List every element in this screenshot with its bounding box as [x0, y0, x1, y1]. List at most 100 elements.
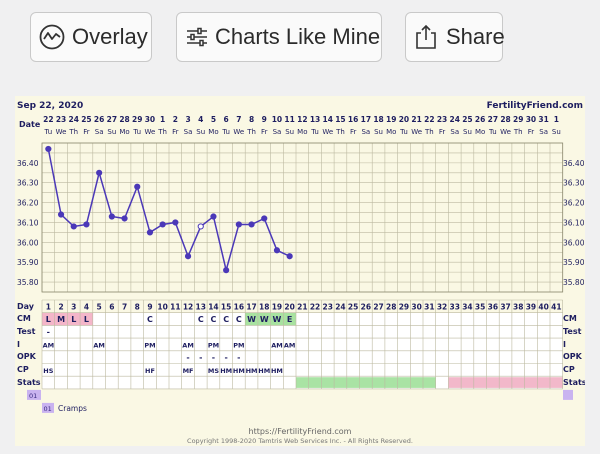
date-label: 22: [43, 115, 53, 124]
cm-cell[interactable]: L: [46, 315, 51, 324]
cm-cell[interactable]: C: [147, 315, 153, 324]
temperature-point[interactable]: [45, 145, 52, 153]
date-label: 5: [211, 115, 216, 124]
test-row-label-right: Test: [563, 327, 582, 336]
opk-cell[interactable]: -: [212, 353, 215, 362]
opk-cell[interactable]: -: [186, 353, 189, 362]
row-background: [42, 312, 563, 326]
cm-cell[interactable]: C: [198, 315, 204, 324]
temperature-point[interactable]: [70, 223, 77, 230]
weekday-label: Sa: [450, 128, 459, 136]
day-number: 25: [348, 303, 358, 312]
day-number: 27: [373, 303, 383, 312]
temperature-point[interactable]: [197, 223, 204, 230]
cm-cell[interactable]: L: [84, 315, 89, 324]
day-number: 28: [386, 303, 396, 312]
weekday-label: Su: [463, 128, 472, 136]
cp-cell[interactable]: HM: [258, 367, 270, 375]
charts-like-mine-button[interactable]: Charts Like Mine: [176, 12, 382, 62]
day-number: 16: [234, 303, 244, 312]
temperature-point[interactable]: [210, 213, 217, 220]
i-cell[interactable]: PM: [208, 341, 219, 349]
weekday-label: We: [500, 128, 511, 136]
temperature-plot: [45, 145, 293, 274]
day-number: 22: [310, 303, 320, 312]
cm-cell[interactable]: W: [260, 315, 269, 324]
temperature-point[interactable]: [96, 169, 103, 176]
day-number: 33: [450, 303, 460, 312]
cm-cell[interactable]: L: [71, 315, 76, 324]
cm-cell[interactable]: C: [223, 315, 229, 324]
date-label: 10: [272, 115, 282, 124]
temperature-point[interactable]: [146, 229, 154, 236]
footer-url: https://FertilityFriend.com: [249, 427, 352, 436]
temperature-point[interactable]: [261, 215, 268, 222]
opk-cell[interactable]: -: [237, 353, 240, 362]
cp-cell[interactable]: MF: [183, 367, 194, 375]
i-cell[interactable]: AM: [284, 341, 296, 349]
temperature-point[interactable]: [286, 253, 293, 260]
day-number: 13: [196, 303, 206, 312]
cm-cell[interactable]: W: [273, 315, 282, 324]
i-cell[interactable]: AM: [43, 341, 55, 349]
cp-cell[interactable]: MS: [208, 367, 219, 375]
weekday-label: Mo: [119, 128, 129, 136]
i-cell[interactable]: AM: [93, 341, 105, 349]
weekday-label: Mo: [297, 128, 307, 136]
i-cell[interactable]: AM: [182, 341, 194, 349]
i-row-label-right: I: [563, 340, 566, 349]
temperature-point[interactable]: [172, 219, 179, 226]
temperature-point[interactable]: [273, 247, 281, 254]
cm-cell[interactable]: E: [287, 315, 292, 324]
weekday-label: Su: [285, 128, 294, 136]
temperature-point[interactable]: [134, 183, 141, 190]
cp-cell[interactable]: HM: [271, 367, 283, 375]
cm-cell[interactable]: M: [57, 315, 65, 324]
cm-cell[interactable]: C: [236, 315, 242, 324]
date-label: 17: [361, 115, 371, 124]
day-number: 29: [399, 303, 409, 312]
cp-cell[interactable]: HM: [246, 367, 258, 375]
day-number: 36: [488, 303, 498, 312]
weekday-label: Sa: [539, 128, 548, 136]
temperature-point[interactable]: [248, 221, 255, 228]
temperature-point[interactable]: [57, 211, 65, 218]
cp-cell[interactable]: HF: [145, 367, 155, 375]
temperature-point[interactable]: [159, 221, 166, 228]
weekday-label: Th: [513, 128, 523, 136]
temperature-point[interactable]: [121, 215, 128, 222]
cm-cell[interactable]: C: [211, 315, 217, 324]
i-cell[interactable]: AM: [271, 341, 283, 349]
temperature-point[interactable]: [223, 267, 230, 274]
date-label: 16: [348, 115, 358, 124]
temperature-point[interactable]: [184, 253, 192, 260]
note-badge[interactable]: [42, 402, 54, 413]
cp-cell[interactable]: HM: [220, 367, 232, 375]
temperature-point[interactable]: [235, 221, 242, 228]
cm-cell-fill: [270, 312, 284, 326]
opk-cell[interactable]: -: [224, 353, 227, 362]
weekday-label: Fr: [528, 128, 535, 136]
weekday-label: We: [56, 128, 67, 136]
temperature-point[interactable]: [83, 221, 90, 228]
date-label: 28: [500, 115, 510, 124]
date-label: 1: [554, 115, 559, 124]
temperature-point[interactable]: [108, 213, 115, 220]
weekday-label: Su: [374, 128, 383, 136]
opk-cell[interactable]: -: [199, 353, 202, 362]
stats-row-label-right: Stats: [563, 378, 585, 387]
date-label: 4: [198, 115, 203, 124]
i-cell[interactable]: PM: [233, 341, 244, 349]
cm-cell[interactable]: W: [247, 315, 256, 324]
weekday-label: Fr: [350, 128, 357, 136]
cp-cell[interactable]: HM: [233, 367, 245, 375]
test-cell[interactable]: -: [47, 328, 50, 337]
date-label: 14: [323, 115, 333, 124]
i-cell[interactable]: PM: [144, 341, 155, 349]
overlay-button[interactable]: Overlay: [30, 12, 152, 62]
date-label: 27: [107, 115, 117, 124]
share-button[interactable]: Share: [405, 12, 505, 62]
day-number: 3: [71, 303, 76, 312]
plot-border: [41, 142, 564, 293]
cp-cell[interactable]: HS: [43, 367, 53, 375]
